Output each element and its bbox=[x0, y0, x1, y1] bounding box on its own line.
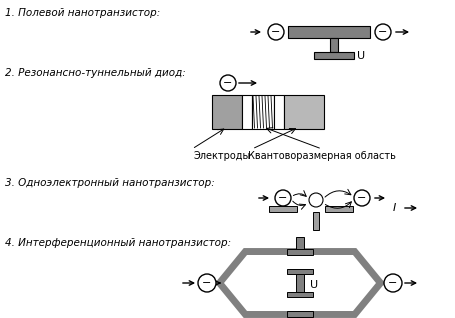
Text: Электроды: Электроды bbox=[193, 151, 250, 161]
Text: 1. Полевой нанотранзистор:: 1. Полевой нанотранзистор: bbox=[5, 8, 160, 18]
Text: −: − bbox=[378, 27, 387, 37]
Text: −: − bbox=[271, 27, 280, 37]
Text: U: U bbox=[356, 51, 364, 61]
Text: I: I bbox=[392, 203, 395, 213]
Bar bbox=[357, 278, 377, 288]
Bar bbox=[312, 212, 318, 230]
Text: −: − bbox=[278, 193, 287, 203]
Text: 4. Интерференционный нанотранзистор:: 4. Интерференционный нанотранзистор: bbox=[5, 238, 231, 248]
Text: Квантоворазмерная область: Квантоворазмерная область bbox=[248, 151, 395, 161]
Bar bbox=[273, 95, 283, 129]
Circle shape bbox=[353, 190, 369, 206]
Bar bbox=[286, 269, 312, 274]
Text: −: − bbox=[388, 278, 397, 288]
Text: −: − bbox=[357, 193, 366, 203]
Bar bbox=[212, 95, 242, 129]
Text: 3. Одноэлектронный нанотранзистор:: 3. Одноэлектронный нанотранзистор: bbox=[5, 178, 214, 188]
Bar bbox=[252, 95, 273, 129]
Text: −: − bbox=[202, 278, 211, 288]
Bar bbox=[329, 38, 337, 52]
Bar bbox=[295, 274, 303, 292]
Bar bbox=[286, 311, 312, 317]
Bar bbox=[295, 317, 303, 318]
Bar bbox=[286, 292, 312, 297]
Bar bbox=[324, 206, 352, 212]
Circle shape bbox=[374, 24, 390, 40]
Circle shape bbox=[197, 274, 216, 292]
Circle shape bbox=[383, 274, 401, 292]
Bar bbox=[295, 237, 303, 249]
Bar bbox=[242, 95, 252, 129]
Text: 2. Резонансно-туннельный диод:: 2. Резонансно-туннельный диод: bbox=[5, 68, 185, 78]
Circle shape bbox=[274, 190, 290, 206]
Polygon shape bbox=[223, 255, 375, 311]
Bar bbox=[288, 26, 369, 38]
Bar bbox=[268, 206, 296, 212]
Bar bbox=[286, 249, 312, 255]
Polygon shape bbox=[223, 255, 375, 311]
Circle shape bbox=[308, 193, 322, 207]
Circle shape bbox=[268, 24, 283, 40]
Text: −: − bbox=[223, 78, 232, 88]
Text: U: U bbox=[309, 280, 318, 290]
Circle shape bbox=[219, 75, 236, 91]
Bar bbox=[283, 95, 324, 129]
Bar bbox=[313, 52, 353, 59]
Bar bbox=[223, 278, 243, 288]
